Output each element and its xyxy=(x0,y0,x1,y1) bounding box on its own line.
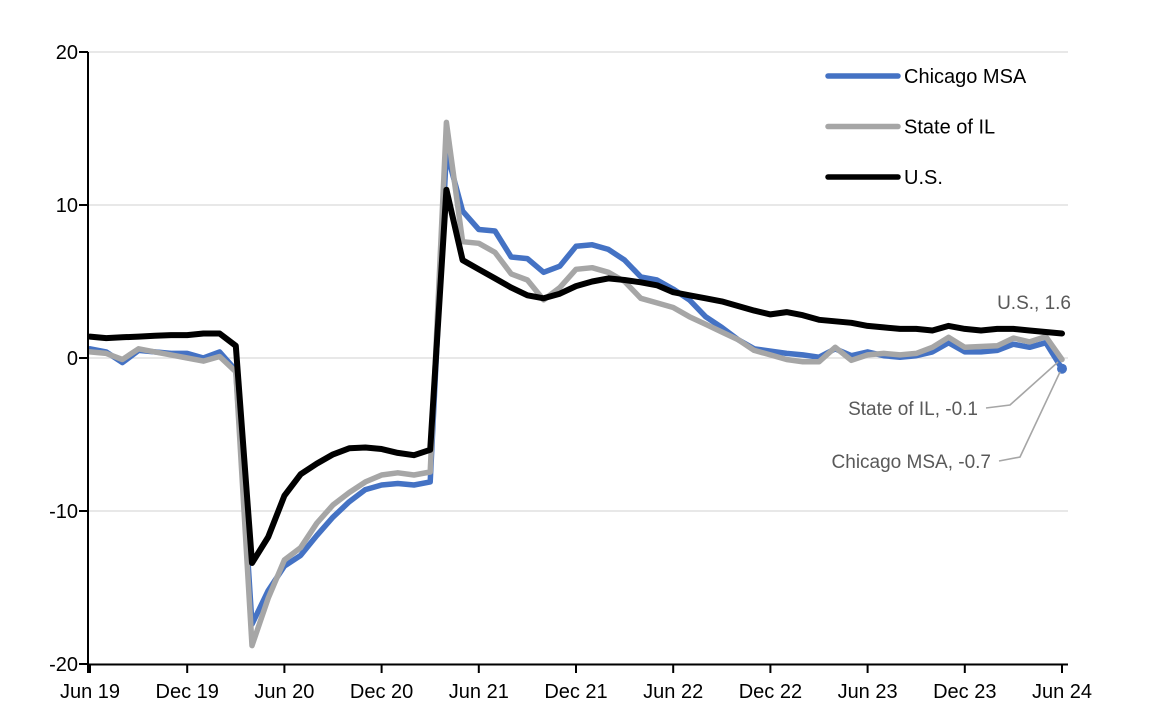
chicago-msa-endpoint-dot xyxy=(1057,363,1067,374)
x-axis-label-dec-23: Dec 23 xyxy=(933,681,996,703)
leader-line-state-of-il xyxy=(985,361,1059,409)
x-axis-labels: Jun 19 Dec 19 Jun 20 Dec 20 Jun 21 Dec 21 Jun … xyxy=(60,681,1092,703)
annotation-u-s: U.S., 1.6 xyxy=(997,293,1071,314)
legend-label-u-s: U.S. xyxy=(904,167,943,189)
legend-label-chicago-msa: Chicago MSA xyxy=(904,66,1027,88)
x-axis-label-dec-20: Dec 20 xyxy=(350,681,413,703)
x-axis-label-dec-22: Dec 22 xyxy=(739,681,802,703)
u-s-line xyxy=(87,186,1065,566)
leader-line-chicago-msa xyxy=(998,371,1061,462)
x-axis-label-jun-22: Jun 22 xyxy=(643,681,703,703)
x-axis-label-jun-19: Jun 19 xyxy=(60,681,120,703)
x-axis-label-dec-19: Dec 19 xyxy=(156,681,219,703)
legend: Chicago MSA State of IL U.S. xyxy=(825,66,1027,189)
y-axis-label-0: 0 xyxy=(67,348,78,370)
y-axis-label--10: -10 xyxy=(49,501,78,523)
series-lines xyxy=(87,119,1065,649)
x-axis-label-dec-21: Dec 21 xyxy=(544,681,607,703)
y-axis-label-20: 20 xyxy=(56,42,78,64)
state-of-il-line xyxy=(87,119,1065,649)
annotations: U.S., 1.6 State of IL, -0.1 Chicago MSA, -… xyxy=(832,293,1071,473)
annotation-state-of-il: State of IL, -0.1 xyxy=(848,399,978,420)
y-axis-label--20: -20 xyxy=(49,654,78,676)
annotation-chicago-msa: Chicago MSA, -0.7 xyxy=(832,452,991,473)
x-axis-label-jun-23: Jun 23 xyxy=(838,681,898,703)
legend-label-state-of-il: State of IL xyxy=(904,117,995,139)
x-axis-label-jun-21: Jun 21 xyxy=(449,681,509,703)
axes xyxy=(79,51,1068,673)
y-axis-label-10: 10 xyxy=(56,195,78,217)
y-axis-labels: 20 10 0 -10 -20 xyxy=(49,42,78,676)
x-axis-label-jun-20: Jun 20 xyxy=(254,681,314,703)
x-axis-label-jun-24: Jun 24 xyxy=(1032,681,1092,703)
